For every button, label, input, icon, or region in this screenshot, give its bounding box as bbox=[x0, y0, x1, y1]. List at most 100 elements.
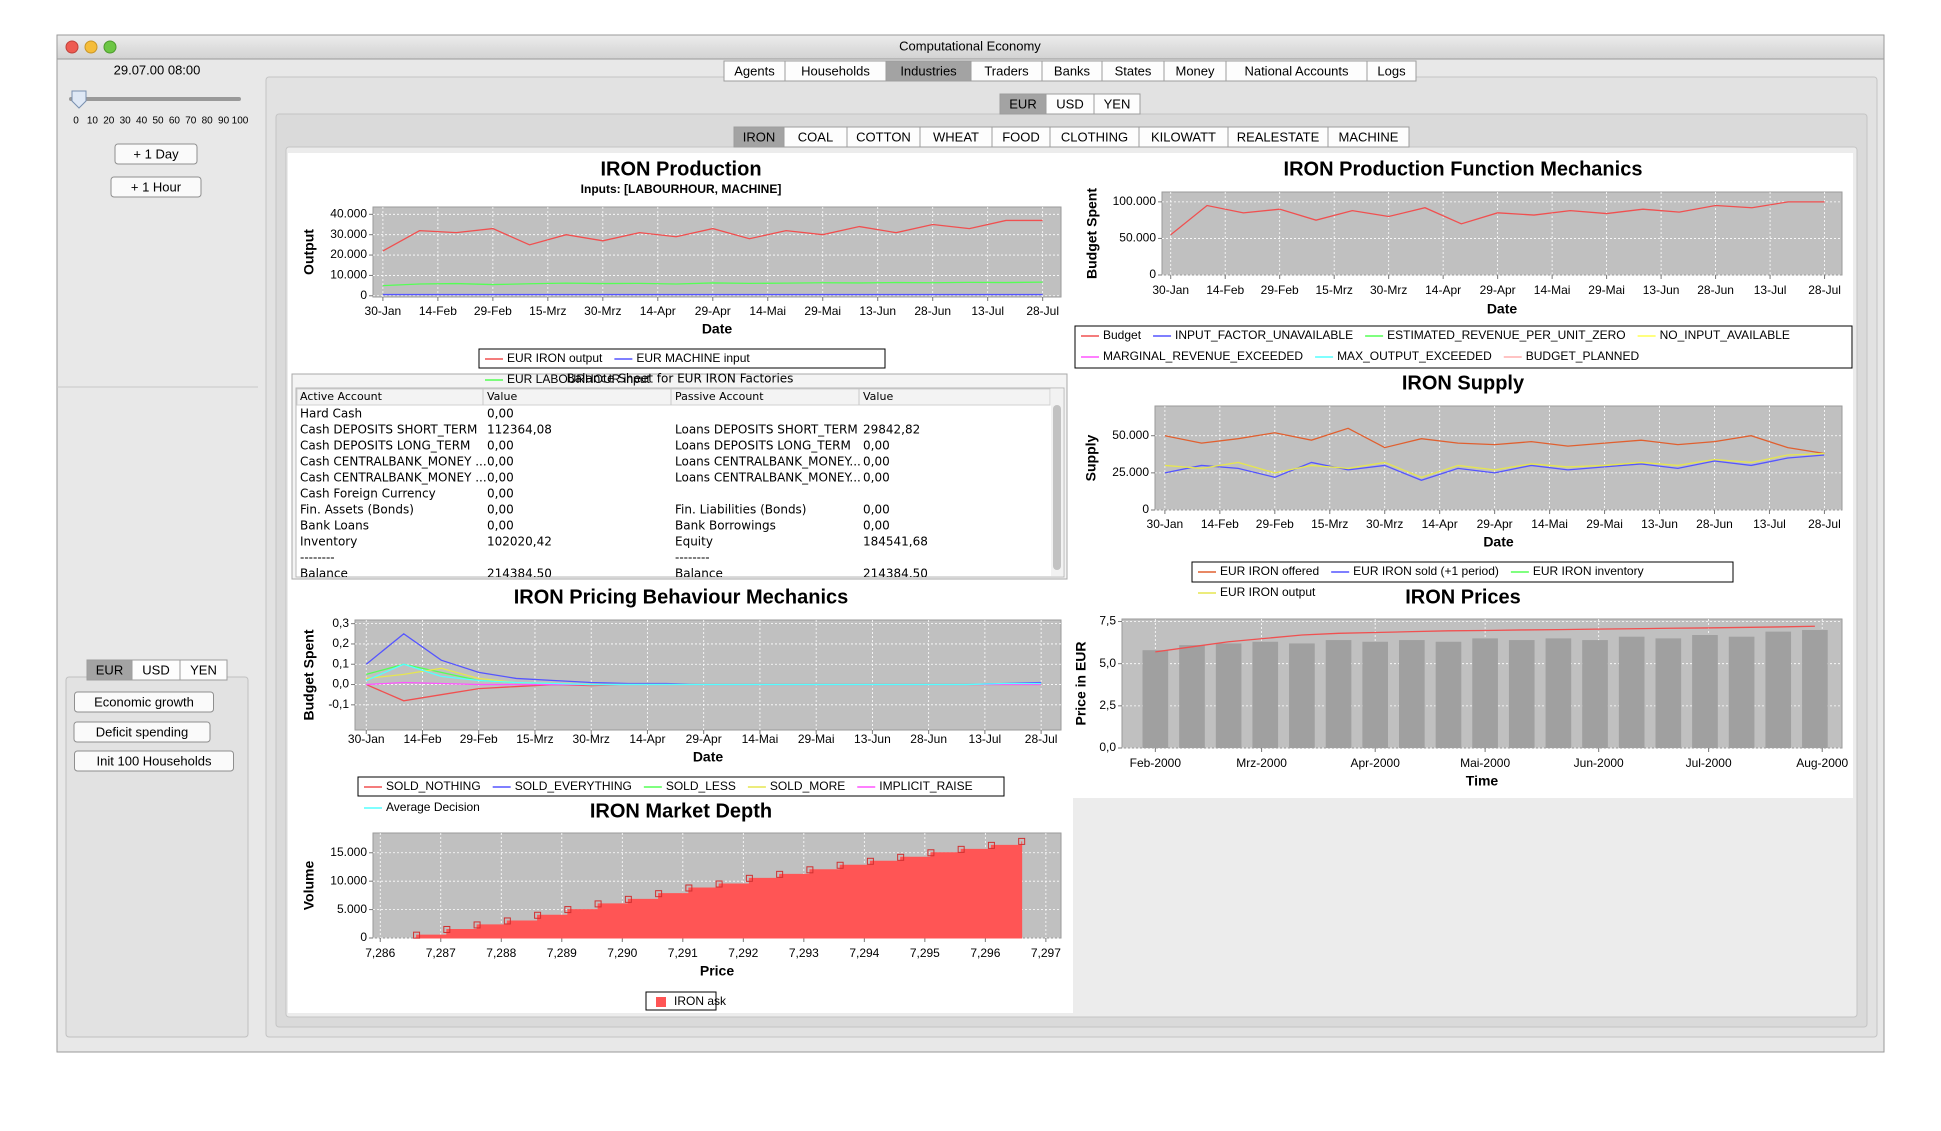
legend-label: EUR MACHINE input bbox=[636, 351, 750, 365]
tab-label[interactable]: COTTON bbox=[856, 129, 911, 144]
close-button[interactable] bbox=[65, 40, 79, 54]
depth-marker bbox=[624, 895, 632, 903]
x-axis-label: Date bbox=[702, 321, 733, 337]
x-tick-label: 13-Jul bbox=[1753, 517, 1786, 531]
legend-label: BUDGET_PLANNED bbox=[1526, 349, 1640, 363]
x-tick-label: 7,290 bbox=[607, 946, 637, 960]
tab-label[interactable]: USD bbox=[142, 662, 169, 677]
x-tick-label: 7,286 bbox=[365, 946, 395, 960]
x-tick-label: 13-Jul bbox=[969, 732, 1002, 746]
tab-label[interactable]: States bbox=[1115, 63, 1152, 78]
button[interactable] bbox=[114, 143, 198, 165]
x-tick-label: 14-Mai bbox=[742, 732, 779, 746]
legend-box bbox=[1074, 325, 1853, 369]
scrollbar-thumb[interactable] bbox=[1053, 405, 1061, 570]
tab-label[interactable]: KILOWATT bbox=[1151, 129, 1216, 144]
legend-label: EUR IRON offered bbox=[1220, 564, 1319, 578]
tab-label[interactable]: Households bbox=[801, 63, 870, 78]
tab[interactable] bbox=[1366, 60, 1417, 82]
table-cell: 214384,50 bbox=[863, 567, 928, 581]
x-tick-label: 13-Jun bbox=[859, 304, 896, 318]
button[interactable] bbox=[74, 691, 214, 713]
x-tick-label: 28-Jul bbox=[1025, 732, 1058, 746]
button-label[interactable]: + 1 Day bbox=[133, 146, 179, 161]
tab-label[interactable]: COAL bbox=[798, 129, 833, 144]
table-cell: Loans DEPOSITS LONG_TERM bbox=[675, 439, 851, 453]
button-label[interactable]: Init 100 Households bbox=[97, 753, 212, 768]
slider-tick-label: 80 bbox=[202, 116, 214, 127]
x-tick-label: 28-Jun bbox=[914, 304, 951, 318]
y-axis-label: Budget Spent bbox=[1084, 188, 1100, 279]
button-label[interactable]: Deficit spending bbox=[96, 724, 189, 739]
tab[interactable] bbox=[1327, 126, 1410, 148]
legend-label: EUR IRON output bbox=[1220, 585, 1316, 599]
x-tick-label: 29-Mai bbox=[804, 304, 841, 318]
bar bbox=[1618, 636, 1645, 748]
tab-label[interactable]: IRON bbox=[743, 129, 776, 144]
tab-label[interactable]: YEN bbox=[1104, 96, 1131, 111]
bar bbox=[1802, 629, 1828, 748]
tab-label[interactable]: Traders bbox=[984, 63, 1029, 78]
zoom-button[interactable] bbox=[103, 40, 117, 54]
depth-marker bbox=[413, 931, 421, 939]
y-tick-label: 0,3 bbox=[332, 616, 349, 630]
button[interactable] bbox=[73, 721, 211, 743]
slider-tick-label: 30 bbox=[120, 116, 132, 127]
tab-label[interactable]: CLOTHING bbox=[1061, 129, 1128, 144]
button[interactable] bbox=[110, 176, 202, 198]
table-cell: 0,00 bbox=[863, 439, 890, 453]
x-tick-label: Aug-2000 bbox=[1796, 756, 1848, 770]
legend-label: EUR IRON sold (+1 period) bbox=[1353, 564, 1499, 578]
legend-item: EUR LABOURHOUR input bbox=[485, 372, 650, 386]
x-tick-label: 14-Feb bbox=[403, 732, 441, 746]
tab-label[interactable]: Agents bbox=[734, 63, 775, 78]
bar bbox=[1508, 640, 1535, 748]
table-cell: 0,00 bbox=[863, 519, 890, 533]
x-tick-label: 14-Apr bbox=[640, 304, 676, 318]
slider-thumb[interactable] bbox=[71, 90, 87, 109]
tab-label[interactable]: National Accounts bbox=[1244, 63, 1349, 78]
y-tick-label: 30.000 bbox=[330, 227, 367, 241]
tab-label[interactable]: REALESTATE bbox=[1237, 129, 1320, 144]
bar bbox=[1325, 640, 1352, 748]
x-tick-label: 29-Feb bbox=[474, 304, 512, 318]
y-tick-label: 10.000 bbox=[330, 873, 367, 887]
tab-label[interactable]: YEN bbox=[190, 662, 217, 677]
x-tick-label: 29-Mai bbox=[1586, 517, 1623, 531]
button-label[interactable]: Economic growth bbox=[94, 694, 194, 709]
table-cell: Cash DEPOSITS SHORT_TERM bbox=[300, 423, 477, 437]
table-cell: 0,00 bbox=[487, 439, 514, 453]
table-cell: 0,00 bbox=[487, 519, 514, 533]
tab-label[interactable]: EUR bbox=[96, 662, 123, 677]
tab-label[interactable]: MACHINE bbox=[1339, 129, 1399, 144]
minimize-button[interactable] bbox=[84, 40, 98, 54]
bar bbox=[1179, 645, 1205, 748]
y-tick-label: 10.000 bbox=[330, 268, 367, 282]
legend-item: NO_INPUT_AVAILABLE bbox=[1637, 328, 1790, 342]
legend-item: Budget bbox=[1081, 328, 1142, 342]
depth-marker bbox=[443, 925, 451, 933]
plot-area bbox=[1154, 405, 1843, 511]
tab-label[interactable]: Money bbox=[1175, 63, 1215, 78]
x-tick-label: 30-Mrz bbox=[573, 732, 610, 746]
slider-tick-label: 0 bbox=[73, 116, 79, 127]
legend-item: EUR MACHINE input bbox=[614, 351, 750, 365]
tab-label[interactable]: WHEAT bbox=[933, 129, 979, 144]
tab-label[interactable]: FOOD bbox=[1002, 129, 1040, 144]
button-label[interactable]: + 1 Hour bbox=[131, 179, 182, 194]
tab-label[interactable]: USD bbox=[1056, 96, 1083, 111]
tab[interactable] bbox=[179, 659, 228, 681]
table-cell: -------- bbox=[675, 551, 710, 565]
legend-box bbox=[1191, 561, 1734, 583]
button[interactable] bbox=[74, 750, 234, 772]
tab[interactable] bbox=[1093, 93, 1141, 115]
tab-label[interactable]: Logs bbox=[1377, 63, 1406, 78]
x-tick-label: 14-Apr bbox=[1422, 517, 1458, 531]
tab-label[interactable]: EUR bbox=[1009, 96, 1036, 111]
x-tick-label: 13-Jun bbox=[1643, 283, 1680, 297]
legend-item: EUR IRON output bbox=[485, 351, 603, 365]
table-cell: Fin. Liabilities (Bonds) bbox=[675, 503, 807, 517]
tab-label[interactable]: Industries bbox=[900, 63, 957, 78]
series-line bbox=[365, 663, 1042, 686]
tab-label[interactable]: Banks bbox=[1054, 63, 1091, 78]
